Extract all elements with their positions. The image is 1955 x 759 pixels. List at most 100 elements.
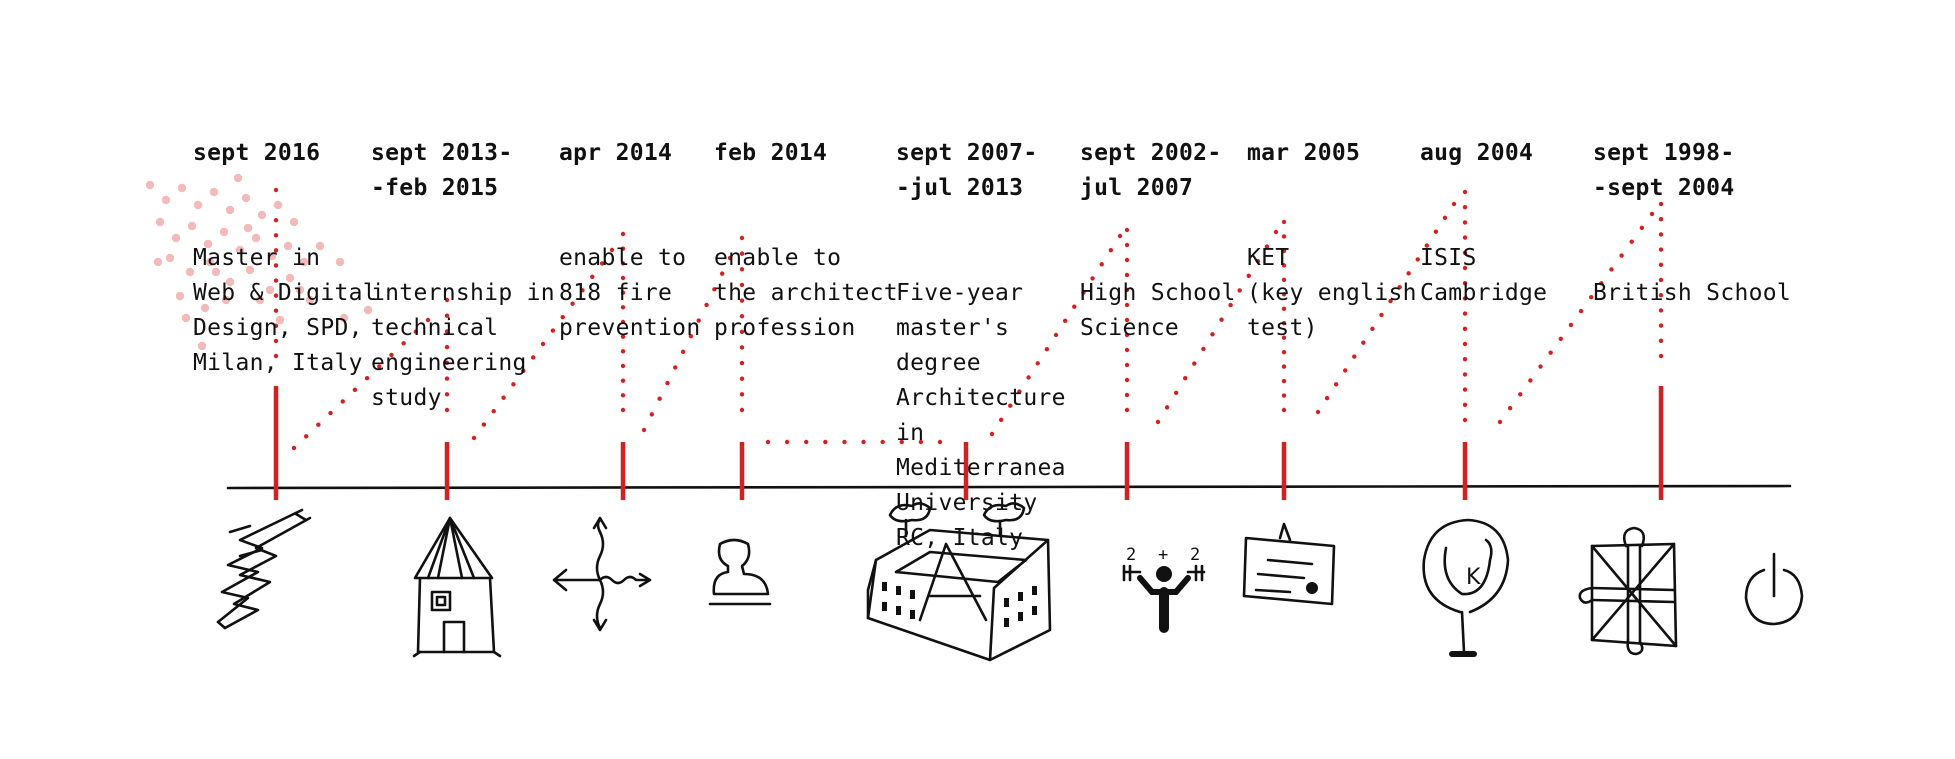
scatter-dot xyxy=(257,210,267,220)
entry-date: sept 2013- -feb 2015 xyxy=(371,140,513,201)
svg-text:K: K xyxy=(1466,565,1481,590)
scatter-dot xyxy=(299,257,309,267)
connector-dot xyxy=(1462,402,1468,407)
entry-description: Master in Web & Digital Design, SPD, Mil… xyxy=(193,245,377,376)
scatter-dot xyxy=(219,227,229,237)
connector-dot xyxy=(719,271,725,276)
scatter-dot xyxy=(205,257,215,267)
scatter-dot xyxy=(243,223,253,233)
connector-dot xyxy=(739,360,745,366)
connector-dot xyxy=(620,319,626,325)
connector-dot xyxy=(303,434,309,439)
connector-dot xyxy=(673,365,678,370)
connector-dot xyxy=(1124,347,1130,353)
connector-dot xyxy=(340,399,345,404)
connector-dot xyxy=(1281,219,1287,225)
entry-architect-profession: feb 2014 enable to the architect profess… xyxy=(714,66,898,416)
connector-dot xyxy=(1281,335,1287,340)
connector-dot xyxy=(1124,242,1130,248)
connector-dot xyxy=(1528,378,1533,383)
connector-dot xyxy=(444,344,450,350)
connector-dot xyxy=(328,410,333,416)
connector-dot xyxy=(1072,304,1077,309)
scatter-dot xyxy=(165,253,175,263)
entry-description: enable to 818 fire prevention xyxy=(559,245,701,341)
connector-dot xyxy=(273,353,279,359)
connector-dot xyxy=(918,439,924,445)
connector-dot xyxy=(620,334,626,339)
connector-dot xyxy=(1281,364,1287,369)
connector-dot xyxy=(620,231,626,237)
connector-dot xyxy=(1255,259,1261,264)
connector-dot xyxy=(1639,225,1645,231)
connector-dot xyxy=(1044,346,1050,352)
connector-dot xyxy=(739,313,745,319)
scatter-dot xyxy=(181,313,191,323)
connector-dot xyxy=(620,290,626,295)
connector-dot xyxy=(1281,378,1287,384)
connector-dot xyxy=(1370,326,1375,331)
connector-dot xyxy=(1619,253,1624,258)
connector-dot xyxy=(1281,407,1287,413)
connector-dot xyxy=(1462,205,1468,210)
connector-dot xyxy=(273,308,279,313)
connector-dot xyxy=(521,368,526,374)
connector-dot xyxy=(620,378,626,383)
connector-dot xyxy=(1124,332,1130,338)
connector-dot xyxy=(989,431,995,437)
entry-description: enable to the architect profession xyxy=(714,245,898,341)
scatter-dot xyxy=(265,285,275,295)
entry-date: aug 2004 xyxy=(1420,140,1534,166)
connector-dot xyxy=(364,375,370,381)
connector-dot xyxy=(1548,350,1553,355)
connector-dot xyxy=(1352,354,1357,359)
connector-dot xyxy=(273,248,279,253)
entry-isis-cambridge: aug 2004 ISIS Cambridge xyxy=(1420,66,1547,381)
connector-dot xyxy=(784,439,790,445)
entry-date: sept 1998- -sept 2004 xyxy=(1593,140,1735,201)
scatter-dot xyxy=(295,285,305,295)
connector-dot xyxy=(273,293,279,298)
connector-dot xyxy=(620,363,626,369)
connector-dot xyxy=(1462,326,1468,331)
connector-dot xyxy=(1081,290,1086,295)
connector-dot xyxy=(1008,403,1013,408)
scatter-dot xyxy=(211,267,221,277)
connector-dot xyxy=(560,314,565,320)
connector-dot xyxy=(1281,321,1287,326)
connector-dot xyxy=(352,387,358,393)
connector-dot xyxy=(444,376,450,381)
connector-dot xyxy=(377,364,382,369)
connector-dot xyxy=(1462,250,1468,255)
connector-dot xyxy=(1379,312,1384,318)
connector-dot xyxy=(1538,364,1543,369)
connector-dot xyxy=(590,274,595,280)
connector-dot xyxy=(1124,272,1130,278)
connector-dot xyxy=(1124,407,1130,413)
connector-dot xyxy=(1658,323,1664,328)
connector-dot xyxy=(1017,389,1022,394)
connector-dot xyxy=(1599,281,1604,286)
connector-dot xyxy=(727,255,733,261)
connector-dot xyxy=(1462,417,1468,423)
connector-dot xyxy=(1424,243,1430,248)
connector-dot xyxy=(1518,392,1523,397)
scatter-dot xyxy=(305,295,315,305)
connector-dot xyxy=(1173,390,1179,395)
connector-dot xyxy=(1497,419,1503,425)
connector-dot xyxy=(1035,361,1040,366)
connector-dot xyxy=(401,341,406,346)
entry-description: ISIS Cambridge xyxy=(1420,245,1548,306)
connector-dot xyxy=(1658,277,1664,283)
connector-dot xyxy=(1658,308,1664,313)
connector-dot xyxy=(273,323,279,329)
connector-dot xyxy=(1124,287,1130,293)
connector-dot xyxy=(1462,372,1468,377)
entry-description: British School xyxy=(1593,280,1792,306)
scatter-dot xyxy=(145,180,155,190)
connector-dot xyxy=(540,341,546,347)
